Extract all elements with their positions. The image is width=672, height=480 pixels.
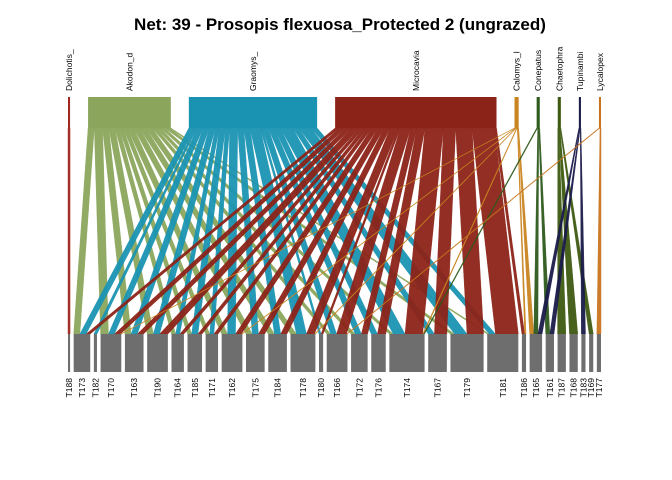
lower-node-label-t168: T168 (569, 378, 579, 398)
lower-node-label-t180: T180 (316, 378, 326, 398)
lower-node-t185 (187, 334, 203, 372)
lower-node-label-t182: T182 (90, 378, 100, 398)
upper-node-calomys (514, 97, 519, 128)
upper-node-akodon-d (88, 97, 171, 128)
upper-node-label-microcavia: Microcavia (411, 50, 421, 91)
lower-node-t168 (569, 334, 578, 372)
lower-node-t162 (221, 334, 243, 372)
lower-node-label-t173: T173 (77, 378, 87, 398)
lower-node-label-t185: T185 (190, 378, 200, 398)
lower-node-label-t167: T167 (433, 378, 443, 398)
lower-node-t170 (100, 334, 122, 372)
lower-node-t184 (268, 334, 287, 372)
lower-node-t179 (450, 334, 484, 372)
upper-node-dolichotis (68, 97, 71, 128)
upper-node-label-graomys: Graomys_ (248, 52, 258, 91)
upper-node-label-tupinambis: Tupinambi (575, 52, 585, 91)
lower-node-t161 (545, 334, 554, 372)
lower-node-t176 (371, 334, 386, 372)
upper-node-tupinambis (578, 97, 581, 128)
lower-node-label-t172: T172 (354, 378, 364, 398)
upper-node-lycalopex (598, 97, 601, 128)
lower-node-label-t179: T179 (462, 378, 472, 398)
link-lycalopex-t177 (596, 127, 602, 335)
upper-node-label-conepatus: Conepatus (533, 50, 543, 91)
lower-node-t173 (73, 334, 91, 372)
upper-node-conepatus (536, 97, 540, 128)
lower-node-t178 (290, 334, 316, 372)
lower-node-label-t188: T188 (64, 378, 74, 398)
lower-node-label-t162: T162 (227, 378, 237, 398)
upper-node-label-calomys: Calomys_l (512, 51, 522, 91)
lower-node-t188 (68, 334, 71, 372)
link-conepatus-t165 (533, 127, 539, 335)
lower-node-label-t177: T177 (594, 378, 604, 398)
lower-node-label-t175: T175 (250, 378, 260, 398)
lower-node-t174 (389, 334, 425, 372)
upper-node-label-akodon-d: Akodon_d (124, 52, 134, 91)
lower-node-t171 (205, 334, 219, 372)
lower-node-label-t187: T187 (557, 378, 567, 398)
lower-node-label-t165: T165 (531, 378, 541, 398)
lower-node-label-t181: T181 (498, 378, 508, 398)
lower-node-t190 (147, 334, 168, 372)
lower-node-label-t178: T178 (298, 378, 308, 398)
lower-node-t164 (171, 334, 184, 372)
lower-node-t181 (487, 334, 519, 372)
links-layer (67, 127, 602, 335)
link-dolichotis-t188 (67, 127, 71, 335)
lower-node-t167 (428, 334, 447, 372)
chart-title: Net: 39 - Prosopis flexuosa_Protected 2 … (134, 15, 546, 34)
lower-node-t165 (529, 334, 543, 372)
upper-node-microcavia (335, 97, 497, 128)
link-tupinambis-t183 (580, 127, 586, 335)
upper-node-graomys (188, 97, 318, 128)
upper-node-label-lycalopex: Lycalopex (595, 52, 605, 91)
lower-node-label-t183: T183 (578, 378, 588, 398)
lower-node-t163 (124, 334, 144, 372)
lower-labels-layer: T188 T173 T182 T170 T163 T190 T164 T185 T171 T162… (64, 378, 604, 398)
lower-node-label-t169: T169 (586, 378, 596, 398)
lower-node-t183 (581, 334, 586, 372)
upper-labels-layer: Dolichotis_ Akodon_d Graomys_ Microcavia Cal… (64, 46, 605, 91)
lower-node-t166 (326, 334, 348, 372)
lower-nodes-layer (68, 334, 601, 372)
lower-node-t175 (245, 334, 265, 372)
lower-node-label-t186: T186 (519, 378, 529, 398)
lower-node-label-t176: T176 (373, 378, 383, 398)
lower-node-t169 (589, 334, 594, 372)
lower-node-t177 (596, 334, 601, 372)
lower-node-label-t161: T161 (545, 378, 555, 398)
lower-node-label-t184: T184 (273, 378, 283, 398)
lower-node-t187 (557, 334, 566, 372)
lower-node-label-t170: T170 (106, 378, 116, 398)
lower-node-t172 (351, 334, 368, 372)
lower-node-label-t163: T163 (129, 378, 139, 398)
upper-node-chaetophractus (557, 97, 561, 128)
lower-node-label-t190: T190 (153, 378, 163, 398)
link-akodon-d-t173 (73, 127, 95, 335)
lower-node-t186 (521, 334, 527, 372)
lower-node-t182 (93, 334, 97, 372)
upper-nodes-layer (68, 97, 601, 128)
lower-node-label-t166: T166 (332, 378, 342, 398)
lower-node-label-t174: T174 (402, 378, 412, 398)
lower-node-t180 (318, 334, 324, 372)
lower-node-label-t171: T171 (207, 378, 217, 398)
upper-node-label-dolichotis: Dolichotis_ (64, 49, 74, 91)
upper-node-label-chaetophractus: Chaetophra (554, 46, 564, 91)
lower-node-label-t164: T164 (173, 378, 183, 398)
